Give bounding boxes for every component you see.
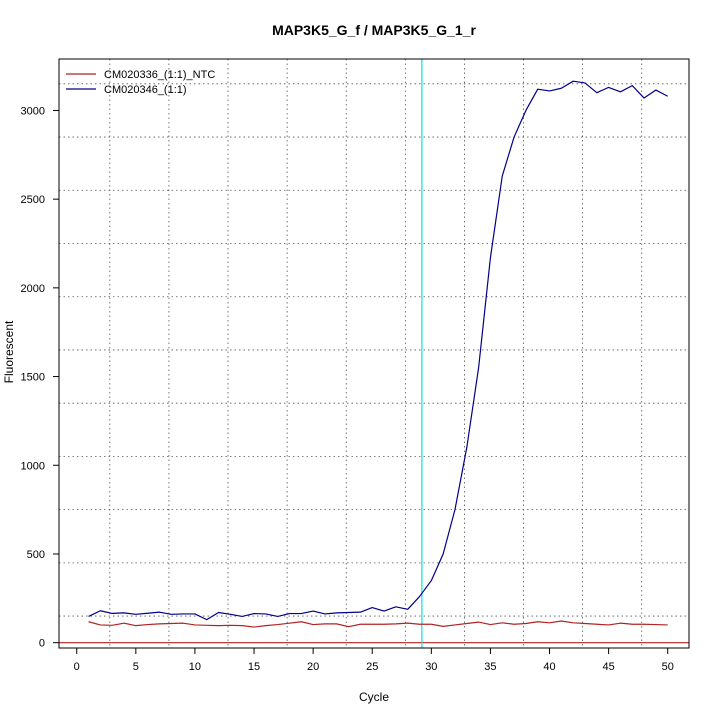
x-tick-label: 15 (248, 661, 260, 673)
y-tick-label: 2500 (21, 194, 45, 206)
legend: CM020336_(1:1)_NTC CM020346_(1:1) (66, 69, 215, 96)
series-layer (88, 80, 668, 628)
grid-layer (59, 59, 689, 648)
y-tick-label: 0 (39, 638, 45, 650)
y-tick-label: 1500 (21, 372, 45, 384)
axis-layer: 0 5 10 15 20 25 30 35 40 45 5005001000150020002500… (21, 105, 674, 673)
x-tick-label: 0 (74, 661, 80, 673)
x-tick-label: 45 (602, 661, 614, 673)
y-tick-label: 2000 (21, 283, 45, 295)
x-axis-label: Cycle (359, 690, 389, 704)
y-axis-label: Fluorescent (2, 320, 16, 383)
y-tick-label: 3000 (21, 105, 45, 117)
plot-frame (58, 58, 690, 649)
legend-label-2: CM020346_(1:1) (104, 84, 187, 96)
series-line-1 (88, 620, 668, 628)
x-tick-label: 10 (189, 661, 201, 673)
x-tick-label: 5 (133, 661, 139, 673)
series-line-2 (88, 80, 668, 621)
x-tick-label: 35 (484, 661, 496, 673)
y-tick-label: 500 (27, 549, 45, 561)
x-tick-label: 25 (366, 661, 378, 673)
x-tick-label: 50 (662, 661, 674, 673)
reference-lines (59, 59, 689, 648)
x-tick-label: 30 (425, 661, 437, 673)
x-tick-label: 20 (307, 661, 319, 673)
y-tick-label: 1000 (21, 460, 45, 472)
chart-title: MAP3K5_G_f / MAP3K5_G_1_r (272, 22, 476, 38)
x-tick-label: 40 (543, 661, 555, 673)
legend-label-1: CM020336_(1:1)_NTC (104, 69, 215, 81)
